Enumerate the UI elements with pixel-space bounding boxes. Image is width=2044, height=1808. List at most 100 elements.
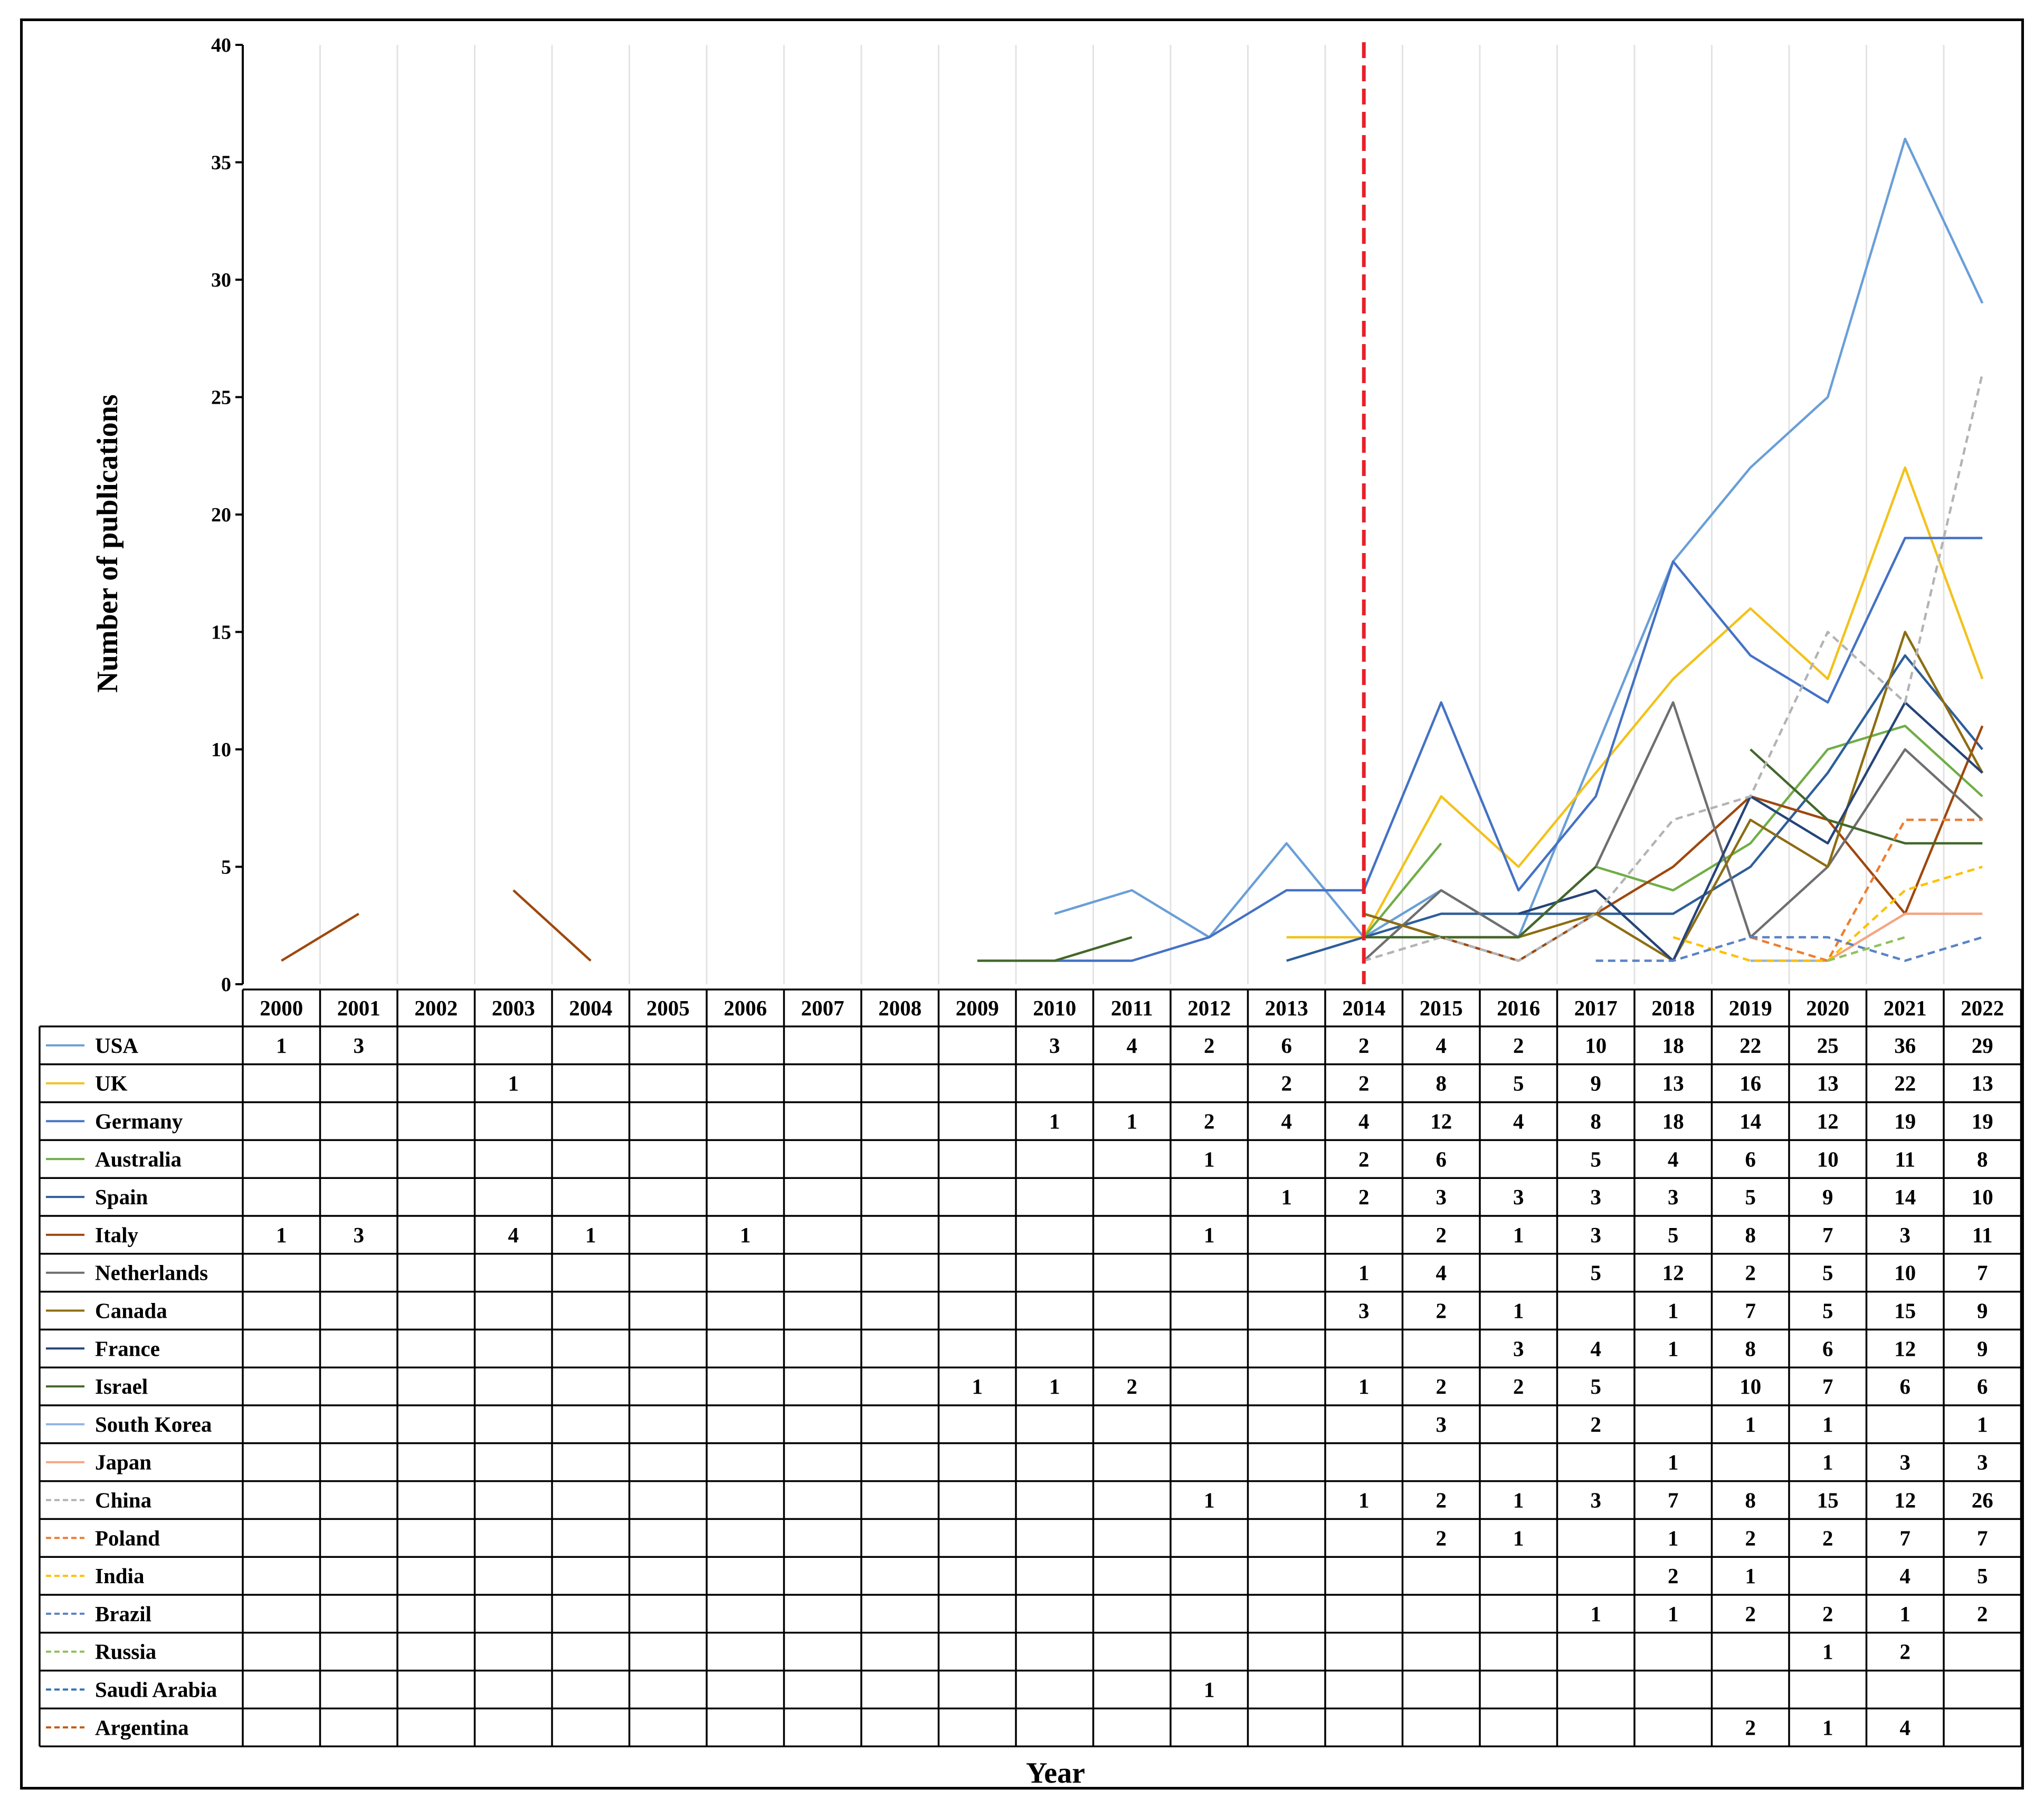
table-cell-value: 3 bbox=[1668, 1185, 1679, 1209]
table-cell-value: 1 bbox=[1358, 1488, 1370, 1512]
table-cell-value: 1 bbox=[740, 1223, 751, 1247]
x-tick-label: 2002 bbox=[414, 996, 458, 1020]
table-cell-value: 2 bbox=[1513, 1033, 1524, 1058]
table-cell-value: 2 bbox=[1745, 1261, 1756, 1285]
x-tick-label: 2006 bbox=[724, 996, 767, 1020]
table-cell-value: 8 bbox=[1745, 1336, 1756, 1360]
table-cell-value: 6 bbox=[1745, 1147, 1756, 1171]
y-tick-label: 15 bbox=[211, 622, 231, 644]
table-cell-value: 18 bbox=[1662, 1033, 1684, 1058]
y-tick-label: 5 bbox=[221, 857, 231, 879]
table-cell-value: 1 bbox=[1204, 1488, 1215, 1512]
table-cell-value: 8 bbox=[1591, 1109, 1602, 1134]
table-cell-value: 1 bbox=[1822, 1715, 1833, 1739]
series-line-canada bbox=[1363, 631, 1984, 962]
table-cell-value: 3 bbox=[1977, 1450, 1988, 1474]
table-cell-value: 1 bbox=[972, 1374, 983, 1398]
table-cell-value: 5 bbox=[1668, 1223, 1679, 1247]
legend-label: Australia bbox=[95, 1147, 182, 1171]
table-cell-value: 1 bbox=[1591, 1602, 1602, 1626]
series-layer bbox=[281, 137, 1984, 962]
series-line-russia bbox=[1827, 936, 1906, 962]
legend-label: India bbox=[95, 1564, 144, 1588]
table-cell-value: 13 bbox=[1662, 1071, 1684, 1096]
table-cell-value: 9 bbox=[1591, 1071, 1602, 1096]
legend-label: Germany bbox=[95, 1109, 183, 1134]
table-cell-value: 5 bbox=[1745, 1185, 1756, 1209]
table-cell-value: 4 bbox=[1127, 1033, 1138, 1058]
table-cell-value: 8 bbox=[1745, 1488, 1756, 1512]
table-cell-value: 9 bbox=[1822, 1185, 1833, 1209]
legend-label: Canada bbox=[95, 1299, 167, 1323]
table-cell-value: 2 bbox=[1436, 1374, 1447, 1398]
table-cell-value: 4 bbox=[1436, 1261, 1447, 1285]
x-tick-label: 2017 bbox=[1574, 996, 1618, 1020]
table-cell-value: 4 bbox=[1900, 1715, 1911, 1739]
table-cell-value: 10 bbox=[1739, 1374, 1761, 1398]
table-cell-value: 2 bbox=[1358, 1033, 1370, 1058]
table-cell-value: 2 bbox=[1127, 1374, 1138, 1398]
table-cell-value: 19 bbox=[1894, 1109, 1916, 1134]
table-cell-value: 7 bbox=[1900, 1526, 1911, 1550]
x-tick-label: 2013 bbox=[1265, 996, 1308, 1020]
table-cell-value: 2 bbox=[1745, 1602, 1756, 1626]
y-tick-label: 20 bbox=[211, 504, 231, 526]
table-cell-value: 7 bbox=[1822, 1223, 1833, 1247]
table-cell-value: 4 bbox=[508, 1223, 519, 1247]
table-cell-value: 3 bbox=[1591, 1488, 1602, 1512]
table-cell-value: 10 bbox=[1585, 1033, 1606, 1058]
table-cell-value: 3 bbox=[1513, 1185, 1524, 1209]
legend-label: Netherlands bbox=[95, 1261, 208, 1285]
x-tick-label: 2007 bbox=[801, 996, 844, 1020]
table-cell-value: 1 bbox=[1204, 1223, 1215, 1247]
series-line-israel bbox=[977, 936, 1133, 962]
table-cell-value: 5 bbox=[1591, 1374, 1602, 1398]
x-tick-label: 2010 bbox=[1033, 996, 1076, 1020]
series-line-germany bbox=[1054, 537, 1983, 962]
table-cell-value: 1 bbox=[1745, 1412, 1756, 1436]
x-tick-label: 2001 bbox=[337, 996, 381, 1020]
table-cell-value: 2 bbox=[1358, 1071, 1370, 1096]
table-cell-value: 3 bbox=[1049, 1033, 1060, 1058]
series-line-italy bbox=[281, 912, 359, 962]
legend-label: Russia bbox=[95, 1640, 156, 1664]
table-cell-value: 6 bbox=[1822, 1336, 1833, 1360]
table-cell-value: 12 bbox=[1430, 1109, 1452, 1134]
table-cell-value: 6 bbox=[1436, 1147, 1447, 1171]
x-tick-label: 2003 bbox=[492, 996, 535, 1020]
table-cell-value: 1 bbox=[1358, 1374, 1370, 1398]
legend-label: Argentina bbox=[95, 1715, 189, 1739]
x-tick-label: 2020 bbox=[1806, 996, 1849, 1020]
table-cell-value: 4 bbox=[1668, 1147, 1679, 1171]
table-cell-value: 1 bbox=[1668, 1526, 1679, 1550]
table-cell-value: 18 bbox=[1662, 1109, 1684, 1134]
table-cell-value: 2 bbox=[1358, 1147, 1370, 1171]
y-axis-title: Number of publications bbox=[91, 394, 124, 692]
table-cell-value: 4 bbox=[1900, 1564, 1911, 1588]
table-cell-value: 2 bbox=[1436, 1299, 1447, 1323]
table-cell-value: 10 bbox=[1817, 1147, 1839, 1171]
table-cell-value: 11 bbox=[1972, 1223, 1993, 1247]
series-line-uk bbox=[1286, 466, 1984, 939]
series-line-israel bbox=[1750, 748, 1983, 845]
table-cell-value: 9 bbox=[1977, 1299, 1988, 1323]
chart-frame bbox=[20, 18, 2024, 1790]
table-cell-value: 5 bbox=[1591, 1147, 1602, 1171]
legend-label: Japan bbox=[95, 1450, 151, 1474]
table-cell-value: 5 bbox=[1822, 1261, 1833, 1285]
table-cell-value: 1 bbox=[1049, 1374, 1060, 1398]
table-cell-value: 7 bbox=[1977, 1526, 1988, 1550]
table-cell-value: 14 bbox=[1894, 1185, 1916, 1209]
table-cell-value: 29 bbox=[1972, 1033, 1993, 1058]
table-cell-value: 1 bbox=[276, 1223, 287, 1247]
table-cell-value: 25 bbox=[1817, 1033, 1839, 1058]
table-cell-value: 3 bbox=[1513, 1336, 1524, 1360]
x-tick-label: 2018 bbox=[1651, 996, 1695, 1020]
x-tick-label: 2021 bbox=[1884, 996, 1927, 1020]
table-cell-value: 2 bbox=[1281, 1071, 1292, 1096]
table-cell-value: 2 bbox=[1204, 1033, 1215, 1058]
table-cell-value: 2 bbox=[1668, 1564, 1679, 1588]
table-cell-value: 4 bbox=[1513, 1109, 1524, 1134]
series-line-poland bbox=[1750, 819, 1983, 962]
